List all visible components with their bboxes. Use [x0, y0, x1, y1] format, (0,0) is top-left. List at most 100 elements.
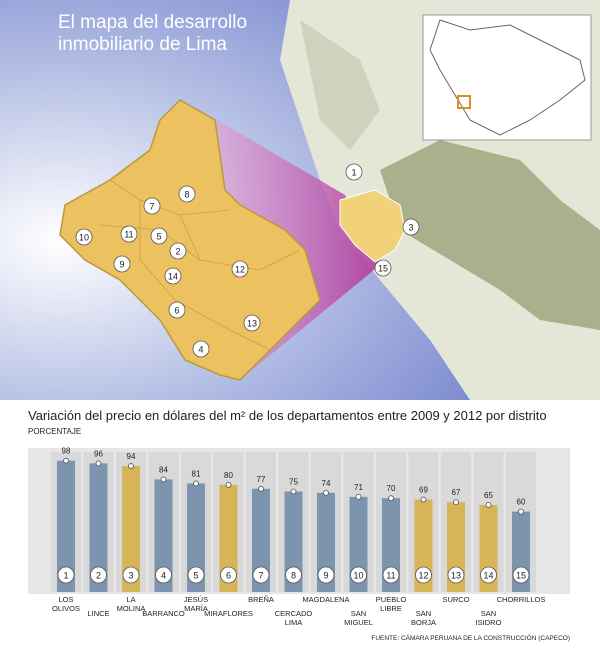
marker-label: 10: [353, 571, 363, 581]
value-label: 67: [452, 488, 461, 497]
marker-circle: [252, 566, 270, 584]
map-marker-label: 4: [198, 345, 203, 355]
value-label: 80: [224, 471, 233, 480]
bar: [89, 463, 108, 592]
bar-top-dot: [485, 501, 492, 508]
marker-circle: [57, 566, 75, 584]
value-label: 94: [127, 452, 136, 461]
map-marker: [120, 225, 138, 243]
value-label: 70: [387, 484, 396, 493]
bar: [122, 466, 140, 592]
value-label: 96: [94, 449, 103, 458]
map-marker-label: 7: [149, 202, 154, 212]
x-tick-label: LINCE: [87, 609, 109, 618]
map-marker: [113, 255, 131, 273]
bar-top-dot: [323, 489, 329, 496]
marker-label: 9: [323, 571, 328, 581]
map-marker-label: 1: [351, 168, 356, 178]
marker-label: 8: [291, 571, 296, 581]
bar-top-dot: [420, 496, 427, 503]
marker-label: 15: [516, 571, 526, 581]
marker-circle: [220, 566, 237, 584]
x-tick-label: BREÑA: [248, 595, 274, 604]
map-marker-label: 14: [168, 272, 178, 282]
x-tick-label: LA MOLINA: [117, 595, 146, 613]
marker-circle: [512, 566, 530, 584]
bar-top-dot: [290, 488, 297, 495]
bar-top-dot: [160, 476, 167, 483]
marker-circle: [382, 566, 400, 584]
marker-circle: [415, 566, 432, 584]
chart-subtitle: Variación del precio en dólares del m² d…: [28, 408, 547, 423]
bar: [284, 491, 303, 592]
map-marker-label: 6: [174, 306, 179, 316]
map-marker: [143, 197, 161, 215]
bar-top-dot: [355, 493, 362, 500]
map-marker: [75, 228, 93, 246]
marker-label: 12: [418, 571, 428, 581]
marker-label: 6: [226, 571, 231, 581]
lima-map: [59, 99, 321, 381]
map-marker: [402, 218, 420, 236]
bar: [187, 483, 205, 592]
map-marker-label: 5: [156, 232, 161, 242]
bar-top-dot: [128, 463, 134, 469]
value-label: 77: [257, 475, 266, 484]
land-relief: [300, 20, 380, 150]
land-relief: [380, 140, 600, 330]
map-marker-label: 9: [119, 260, 124, 270]
bar-top-dot: [388, 495, 394, 502]
inset-marker: [457, 95, 471, 109]
marker-circle: [90, 566, 107, 584]
chart-title: El mapa del desarrollo inmobiliario de Li…: [58, 12, 247, 55]
map-marker-label: 8: [184, 190, 189, 200]
x-tick-label: CERCADO LIMA: [275, 609, 313, 627]
map-marker: [169, 242, 187, 260]
map-marker-label: 13: [247, 319, 257, 329]
marker-label: 11: [386, 571, 395, 581]
map-marker: [231, 260, 249, 278]
x-tick-label: JESÚS MARÍA: [184, 595, 208, 613]
value-label: 69: [419, 486, 428, 495]
x-tick-label: SAN MIGUEL: [344, 609, 373, 627]
bar: [154, 479, 173, 592]
map-marker-label: 2: [175, 247, 180, 257]
map-marker-label: 3: [408, 223, 413, 233]
map-marker: [178, 185, 196, 203]
x-tick-label: BARRANCO: [142, 609, 185, 618]
bar-top-dot: [95, 460, 102, 467]
marker-circle: [350, 566, 367, 584]
bar: [317, 492, 335, 592]
bar: [252, 488, 270, 592]
bar: [57, 460, 75, 592]
map-marker: [150, 227, 168, 245]
unit-label: PORCENTAJE: [28, 427, 81, 436]
marker-circle: [122, 566, 140, 584]
marker-label: 7: [258, 571, 263, 581]
value-label: 98: [62, 447, 71, 456]
bar-top-dot: [63, 457, 69, 464]
map-marker: [164, 267, 182, 285]
value-label: 75: [289, 478, 298, 487]
map-marker-label: 11: [124, 230, 133, 240]
bar-top-dot: [518, 508, 524, 515]
value-label: 74: [322, 479, 331, 488]
x-tick-label: LOS OLIVOS: [52, 595, 80, 613]
map-marker: [374, 259, 392, 277]
lima-small: [339, 189, 406, 263]
x-tick-label: MIRAFLORES: [204, 609, 253, 618]
x-tick-label: CHORRILLOS: [497, 595, 546, 604]
bar: [219, 484, 238, 592]
value-label: 71: [354, 483, 363, 492]
marker-label: 1: [63, 571, 68, 581]
value-label: 81: [192, 469, 201, 478]
marker-label: 5: [193, 571, 198, 581]
marker-label: 3: [128, 571, 133, 581]
value-label: 60: [517, 498, 526, 507]
map-marker-label: 15: [378, 264, 388, 274]
map-marker-label: 12: [235, 265, 245, 275]
x-tick-label: SAN BORJA: [411, 609, 436, 627]
map-marker: [345, 163, 363, 181]
marker-label: 2: [96, 571, 101, 581]
